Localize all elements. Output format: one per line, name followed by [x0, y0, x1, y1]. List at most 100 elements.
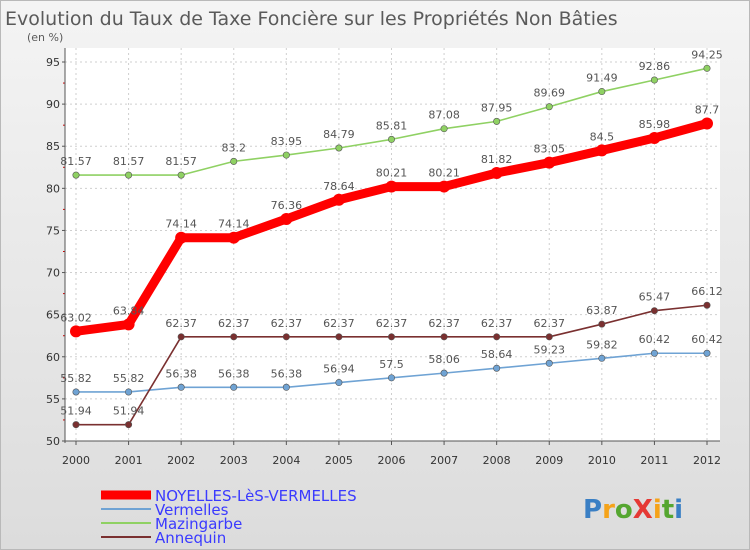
data-label: 57.5 [379, 358, 404, 371]
data-label: 58.64 [481, 348, 513, 361]
data-label: 66.12 [691, 285, 723, 298]
x-tick-label: 2006 [378, 454, 406, 467]
data-label: 62.37 [481, 317, 513, 330]
data-label: 51.94 [60, 405, 92, 418]
data-label: 92.86 [639, 60, 671, 73]
logo-letter: r [602, 495, 615, 525]
data-label: 89.69 [534, 87, 566, 100]
y-tick-label: 50 [46, 435, 60, 448]
data-label: 58.06 [428, 353, 460, 366]
data-point [227, 231, 240, 244]
data-point [282, 333, 290, 341]
chart-subtitle: (en %) [27, 31, 63, 44]
data-point [440, 369, 448, 377]
data-point [598, 354, 606, 362]
x-tick-label: 2005 [325, 454, 353, 467]
y-tick-label: 55 [46, 393, 60, 406]
data-point [438, 180, 451, 193]
plot-area: 50 55 60 65 70 75 80 85 90 95 2000 2001 2002 2003 2004… [46, 48, 723, 467]
legend-label: Vermelles [155, 501, 229, 519]
data-label: 91.49 [586, 72, 618, 85]
x-tick-label: 2009 [535, 454, 563, 467]
data-label: 55.82 [60, 372, 92, 385]
data-point [703, 64, 711, 72]
data-label: 55.82 [113, 372, 145, 385]
logo-letter: X [633, 495, 653, 525]
data-label: 62.37 [428, 317, 460, 330]
data-label: 62.37 [271, 317, 303, 330]
data-point [72, 421, 80, 429]
data-point [280, 212, 293, 225]
proxiti-logo: ProXiti [583, 495, 683, 525]
data-label: 78.64 [323, 180, 355, 193]
x-tick-label: 2007 [430, 454, 458, 467]
data-label: 81.57 [165, 155, 197, 168]
data-point [493, 364, 501, 372]
data-label: 63.02 [60, 311, 92, 324]
data-point [387, 135, 395, 143]
data-point [125, 421, 133, 429]
data-point [70, 325, 82, 338]
x-tick-label: 2004 [272, 454, 300, 467]
data-point [282, 151, 290, 159]
data-point [650, 349, 658, 357]
data-point [650, 76, 658, 84]
data-label: 87.95 [481, 101, 513, 114]
legend: NOYELLES-LèS-VERMELLESVermellesMazingarb… [101, 487, 357, 547]
data-label: 85.81 [376, 119, 408, 132]
logo-text: ProXiti [583, 495, 683, 525]
data-point [125, 171, 133, 179]
data-label: 85.98 [639, 118, 671, 131]
legend-label: Mazingarbe [155, 515, 242, 533]
data-label: 59.23 [534, 343, 566, 356]
data-label: 81.57 [113, 155, 145, 168]
data-point [440, 333, 448, 341]
data-label: 62.37 [218, 317, 250, 330]
y-tick-label: 75 [46, 224, 60, 237]
data-point [650, 307, 658, 315]
data-label: 83.05 [534, 143, 566, 156]
data-point [545, 359, 553, 367]
data-label: 62.37 [165, 317, 197, 330]
y-tick-label: 60 [46, 351, 60, 364]
chart-title: Evolution du Taux de Taxe Foncière sur l… [5, 8, 618, 30]
data-label: 94.25 [691, 48, 723, 61]
data-point [72, 388, 80, 396]
data-label: 60.42 [639, 333, 671, 346]
data-label: 62.37 [323, 317, 355, 330]
y-tick-label: 85 [46, 140, 60, 153]
data-label: 56.38 [218, 367, 250, 380]
data-label: 87.7 [695, 103, 720, 116]
data-point [545, 103, 553, 111]
data-label: 59.82 [586, 338, 618, 351]
data-label: 80.21 [376, 167, 408, 180]
x-tick-label: 2002 [167, 454, 195, 467]
data-point [648, 131, 661, 144]
data-point [703, 349, 711, 357]
data-label: 62.37 [376, 317, 408, 330]
data-label: 81.82 [481, 153, 513, 166]
data-point [177, 171, 185, 179]
data-label: 87.08 [428, 109, 460, 122]
x-tick-label: 2010 [588, 454, 616, 467]
data-point [701, 117, 713, 130]
data-label: 84.79 [323, 128, 355, 141]
data-label: 63.84 [113, 304, 145, 317]
y-tick-label: 95 [46, 56, 60, 69]
data-point [598, 88, 606, 96]
x-tick-label: 2008 [483, 454, 511, 467]
data-label: 74.14 [218, 218, 250, 231]
y-tick-label: 90 [46, 98, 60, 111]
data-point [440, 125, 448, 133]
logo-letter: P [583, 495, 602, 525]
data-label: 56.38 [165, 367, 197, 380]
y-tick-label: 80 [46, 182, 60, 195]
data-point [125, 388, 133, 396]
data-label: 60.42 [691, 333, 723, 346]
x-tick-label: 2003 [220, 454, 248, 467]
legend-label: Annequin [155, 529, 226, 547]
x-tick-label: 2000 [62, 454, 90, 467]
x-tick-label: 2012 [693, 454, 721, 467]
data-point [545, 333, 553, 341]
